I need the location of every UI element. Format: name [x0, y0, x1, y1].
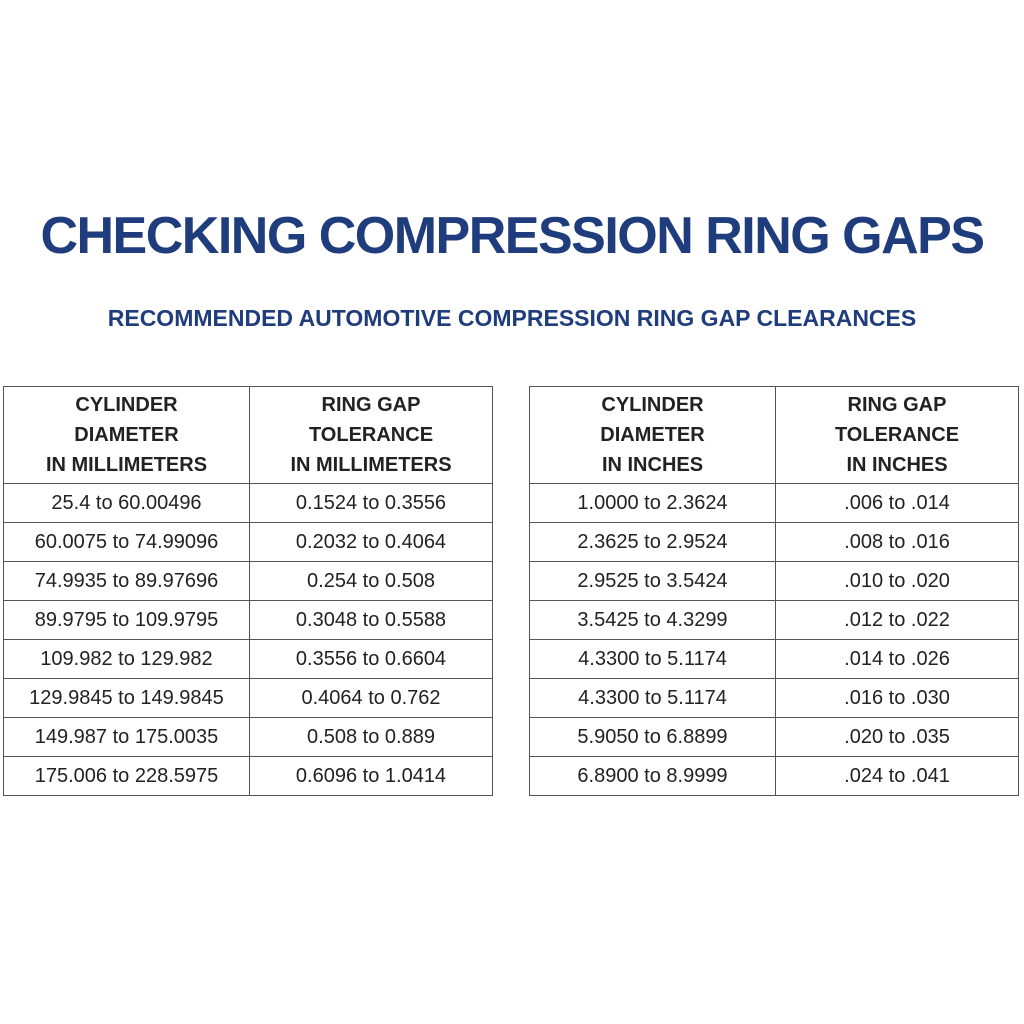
- table-cell: 0.508 to 0.889: [249, 717, 493, 757]
- table-cell: 2.3625 to 2.9524: [529, 522, 776, 562]
- column-header: CYLINDER DIAMETER IN MILLIMETERS: [3, 386, 250, 484]
- table-cell: .014 to .026: [775, 639, 1019, 679]
- table-cell: 74.9935 to 89.97696: [3, 561, 250, 601]
- column-header-line: IN MILLIMETERS: [45, 454, 208, 476]
- column-header-line: IN INCHES: [846, 454, 948, 476]
- column-header: RING GAP TOLERANCE IN MILLIMETERS: [249, 386, 493, 484]
- column-header-line: TOLERANCE: [834, 424, 960, 446]
- table-row: 2.9525 to 3.5424.010 to .020: [529, 561, 1019, 601]
- header-row: CYLINDER DIAMETER IN INCHES RING GAP TOLERAN…: [529, 386, 1019, 484]
- table-cell: 3.5425 to 4.3299: [529, 600, 776, 640]
- table-cell: 60.0075 to 74.99096: [3, 522, 250, 562]
- table-row: 129.9845 to 149.9845 0.4064 to 0.762: [3, 678, 493, 718]
- table-cell: 0.3556 to 0.6604: [249, 639, 493, 679]
- table-cell: .012 to .022: [775, 600, 1019, 640]
- table-row: 74.9935 to 89.97696 0.254 to 0.508: [3, 561, 493, 601]
- table-cell: 109.982 to 129.982: [3, 639, 250, 679]
- table-row: 2.3625 to 2.9524.008 to .016: [529, 522, 1019, 562]
- page-title: CHECKING COMPRESSION RING GAPS: [40, 207, 985, 265]
- column-header-line: IN INCHES: [601, 454, 704, 476]
- table-row: 175.006 to 228.5975 0.6096 to 1.0414: [3, 756, 493, 796]
- table-cell: 175.006 to 228.5975: [3, 756, 250, 796]
- table-cell: 0.1524 to 0.3556: [249, 483, 493, 523]
- table-row: 1.0000 to 2.3624.006 to .014: [529, 483, 1019, 523]
- column-header-line: RING GAP: [321, 394, 421, 416]
- table-cell: 0.4064 to 0.762: [249, 678, 493, 718]
- column-header-line: CYLINDER: [601, 394, 704, 416]
- table-row: 25.4 to 60.00496 0.1524 to 0.3556: [3, 483, 493, 523]
- table-cell: 4.3300 to 5.1174: [529, 639, 776, 679]
- table-cell: 1.0000 to 2.3624: [529, 483, 776, 523]
- table-cell: .020 to .035: [775, 717, 1019, 757]
- table-row: 6.8900 to 8.9999.024 to .041: [529, 756, 1019, 796]
- table-cell: 0.2032 to 0.4064: [249, 522, 493, 562]
- table-cell: .008 to .016: [775, 522, 1019, 562]
- table-cell: 89.9795 to 109.9795: [3, 600, 250, 640]
- table-row: 4.3300 to 5.1174.016 to .030: [529, 678, 1019, 718]
- metric-table: CYLINDER DIAMETER IN MILLIMETERS RING GAP TO…: [3, 386, 493, 796]
- table-row: 3.5425 to 4.3299.012 to .022: [529, 600, 1019, 640]
- column-header-line: DIAMETER: [600, 424, 705, 446]
- header-row: CYLINDER DIAMETER IN MILLIMETERS RING GAP TO…: [3, 386, 493, 484]
- table-cell: 149.987 to 175.0035: [3, 717, 250, 757]
- table-cell: 5.9050 to 6.8899: [529, 717, 776, 757]
- table-row: 149.987 to 175.0035 0.508 to 0.889: [3, 717, 493, 757]
- column-header-line: IN MILLIMETERS: [290, 454, 452, 476]
- column-header-line: DIAMETER: [74, 424, 179, 446]
- column-header: RING GAP TOLERANCE IN INCHES: [775, 386, 1019, 484]
- table-cell: .016 to .030: [775, 678, 1019, 718]
- column-header: CYLINDER DIAMETER IN INCHES: [529, 386, 776, 484]
- table-cell: 2.9525 to 3.5424: [529, 561, 776, 601]
- table-cell: 0.6096 to 1.0414: [249, 756, 493, 796]
- table-row: 4.3300 to 5.1174.014 to .026: [529, 639, 1019, 679]
- table-row: 5.9050 to 6.8899.020 to .035: [529, 717, 1019, 757]
- column-header-line: RING GAP: [847, 394, 947, 416]
- table-cell: 0.3048 to 0.5588: [249, 600, 493, 640]
- page-subtitle: RECOMMENDED AUTOMOTIVE COMPRESSION RING …: [107, 305, 917, 331]
- table-cell: .010 to .020: [775, 561, 1019, 601]
- table-row: 89.9795 to 109.9795 0.3048 to 0.5588: [3, 600, 493, 640]
- table-row: 60.0075 to 74.99096 0.2032 to 0.4064: [3, 522, 493, 562]
- column-header-line: CYLINDER: [75, 394, 178, 416]
- table-cell: 129.9845 to 149.9845: [3, 678, 250, 718]
- inch-table: CYLINDER DIAMETER IN INCHES RING GAP TOLERAN…: [529, 386, 1019, 796]
- table-cell: .024 to .041: [775, 756, 1019, 796]
- table-cell: 4.3300 to 5.1174: [529, 678, 776, 718]
- column-header-line: TOLERANCE: [308, 424, 434, 446]
- table-row: 109.982 to 129.982 0.3556 to 0.6604: [3, 639, 493, 679]
- table-cell: 25.4 to 60.00496: [3, 483, 250, 523]
- table-cell: 0.254 to 0.508: [249, 561, 493, 601]
- table-cell: 6.8900 to 8.9999: [529, 756, 776, 796]
- table-cell: .006 to .014: [775, 483, 1019, 523]
